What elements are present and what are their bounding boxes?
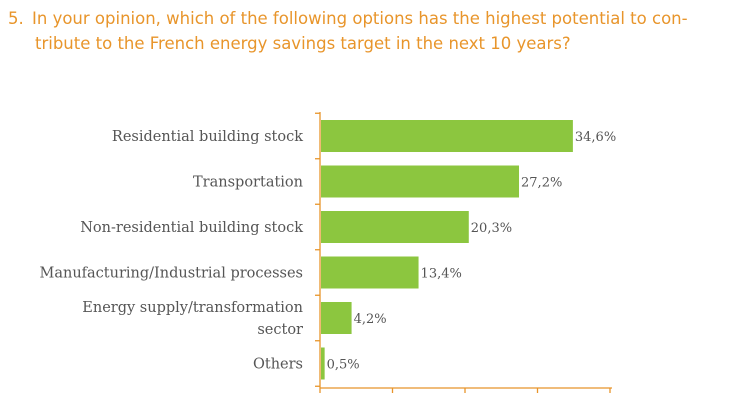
data-label: 13,4%: [421, 267, 462, 282]
category-label: Energy supply/transformation sector: [82, 300, 303, 338]
bar-2: [321, 211, 469, 243]
bar-4: [321, 302, 352, 334]
bar-3: [321, 256, 419, 289]
category-label: Residential building stock: [112, 129, 303, 145]
question-text: 5. In your opinion, which of the followin…: [8, 6, 748, 56]
question-line-2: tribute to the French energy savings tar…: [35, 34, 571, 53]
question-line-1: In your opinion, which of the following …: [32, 9, 688, 28]
data-label: 4,2%: [354, 312, 387, 327]
bar-1: [321, 165, 520, 198]
category-label: Transportation: [193, 175, 303, 191]
category-label: Non-residential building stock: [80, 220, 303, 236]
data-label: 34,6%: [575, 130, 616, 145]
bar-5: [321, 347, 325, 380]
category-label: Manufacturing/Industrial processes: [39, 266, 303, 282]
question-number: 5.: [8, 9, 24, 28]
category-label: Others: [253, 357, 303, 373]
bar-0: [321, 120, 573, 152]
data-label: 0,5%: [327, 358, 360, 373]
data-label: 20,3%: [471, 221, 512, 236]
data-label: 27,2%: [521, 176, 562, 191]
